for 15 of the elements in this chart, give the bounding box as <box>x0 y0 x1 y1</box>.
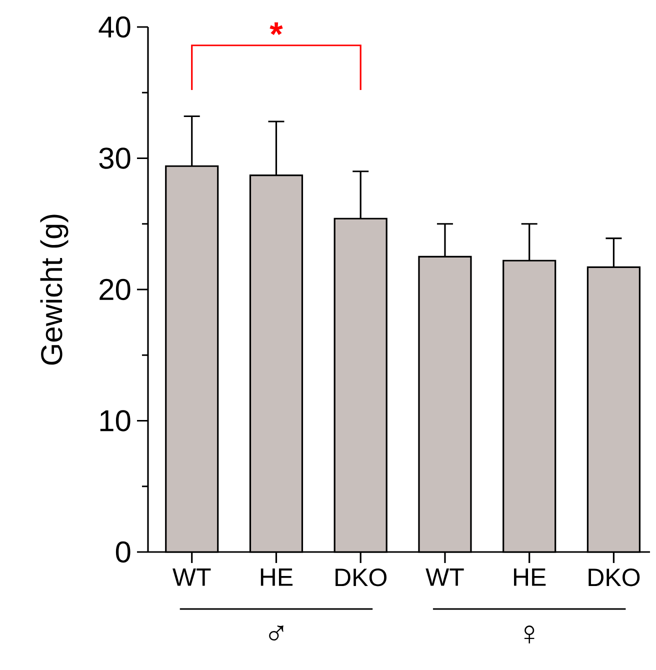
annotation: * <box>270 22 283 36</box>
x-tick-label: HE <box>514 568 546 586</box>
y-tick-label: 30 <box>99 148 130 169</box>
x-tick-label: HE <box>260 568 293 586</box>
x-tick-label: WT <box>172 568 211 586</box>
x-tick-label: DKO <box>588 568 640 586</box>
x-tick-label: DKO <box>336 568 386 586</box>
y-tick-label: 10 <box>100 410 130 432</box>
x-tick-label: WT <box>426 568 464 586</box>
text: ♂ <box>269 626 284 641</box>
y-tick-label: 40 <box>98 16 130 38</box>
y-tick-label: 20 <box>100 278 130 300</box>
y-tick-label: 0 <box>116 541 130 563</box>
text: ♀ <box>524 626 534 644</box>
y-axis-title: Gewicht (g) <box>40 214 68 365</box>
